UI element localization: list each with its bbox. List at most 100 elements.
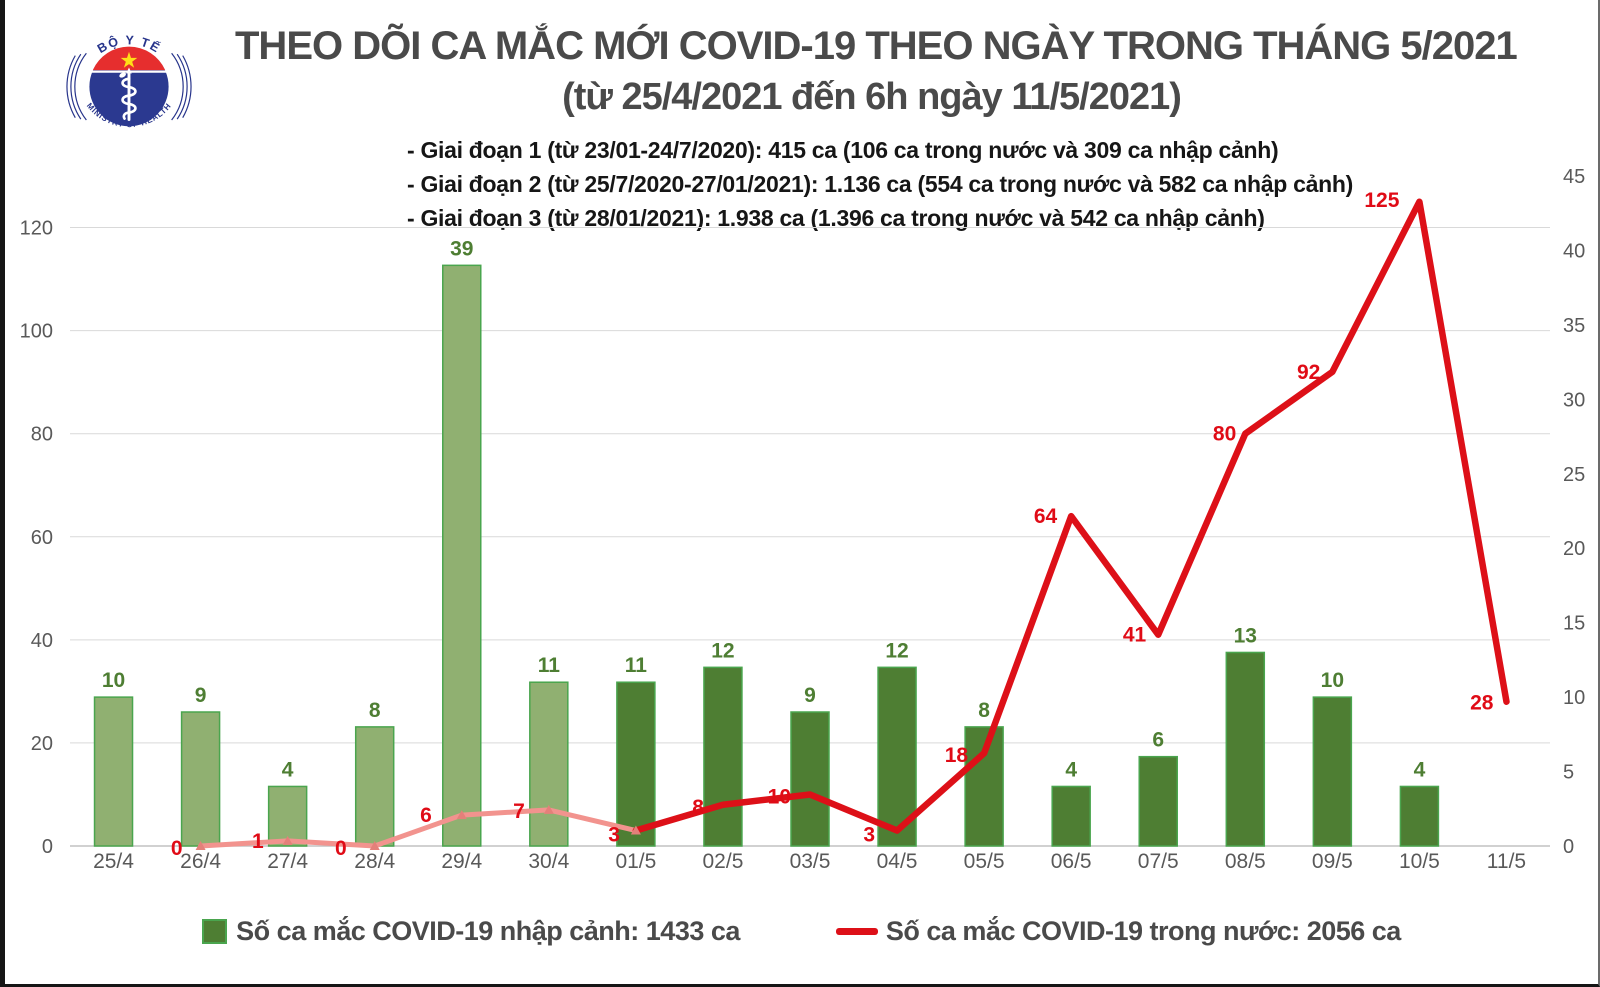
bar-01/5 <box>616 681 656 847</box>
x-axis-label: 10/5 <box>1399 850 1440 873</box>
line-marker <box>195 841 206 850</box>
bar-26/4 <box>180 711 221 847</box>
y-axis-label-left: 100 <box>20 321 53 343</box>
x-axis-label: 07/5 <box>1138 850 1179 873</box>
line-marker <box>456 810 467 820</box>
bar-value-label: 10 <box>102 669 125 692</box>
y-axis-label-right: 15 <box>1563 613 1585 635</box>
bar-value-label: 12 <box>711 639 734 662</box>
legend-label-domestic: Số ca mắc COVID-19 trong nước: 2056 ca <box>885 916 1401 946</box>
legend-item-imported: Số ca mắc COVID-19 nhập cảnh: 1433 ca <box>202 916 740 947</box>
bar-value-label: 9 <box>195 684 207 707</box>
legend-swatch-domestic <box>835 928 878 935</box>
logo-side-arcs-icon <box>66 52 192 121</box>
bar-value-label: 11 <box>538 654 561 677</box>
y-axis-label-right: 25 <box>1563 464 1585 486</box>
bar-06/5 <box>1051 785 1091 847</box>
bar-value-label: 4 <box>1065 758 1077 781</box>
y-axis-label-left: 120 <box>20 218 53 240</box>
line-value-label: 92 <box>1297 361 1320 384</box>
legend-item-domestic: Số ca mắc COVID-19 trong nước: 2056 ca <box>835 916 1401 947</box>
y-axis-label-left: 0 <box>42 836 53 858</box>
legend-swatch-imported <box>202 919 228 944</box>
bar-value-label: 39 <box>450 237 473 260</box>
chart-legend: Số ca mắc COVID-19 nhập cảnh: 1433 ca Số… <box>5 916 1598 947</box>
y-axis-label-left: 40 <box>31 630 53 652</box>
y-axis-label-right: 10 <box>1563 687 1585 709</box>
line-value-label: 1 <box>252 830 264 853</box>
y-axis-label-left: 20 <box>31 733 53 755</box>
legend-label-imported: Số ca mắc COVID-19 nhập cảnh: 1433 ca <box>236 916 740 946</box>
line-value-label: 41 <box>1123 624 1147 647</box>
x-axis-label: 28/4 <box>354 850 395 873</box>
y-axis-label-right: 40 <box>1563 240 1585 262</box>
line-value-label: 64 <box>1034 505 1058 528</box>
line-value-label: 28 <box>1470 692 1494 715</box>
y-axis-label-right: 35 <box>1563 315 1585 337</box>
y-axis-label-right: 5 <box>1563 762 1574 784</box>
case-line-domestic-early <box>198 807 639 849</box>
x-axis-label: 04/5 <box>877 850 918 873</box>
bar-03/5 <box>790 711 830 847</box>
x-axis-label: 11/5 <box>1487 850 1526 873</box>
x-axis-label: 09/5 <box>1312 850 1353 873</box>
x-axis-label: 02/5 <box>703 850 744 873</box>
case-line-domestic <box>632 198 1510 834</box>
line-value-label: 3 <box>608 824 620 847</box>
x-axis-label: 01/5 <box>615 850 656 873</box>
line-value-label: 6 <box>420 804 432 827</box>
y-axis-label-right: 45 <box>1563 166 1585 188</box>
phase-line-2: - Giai đoạn 2 (từ 25/7/2020-27/01/2021):… <box>407 171 1353 197</box>
moh-logo-svg: BỘ Y TẾ MINISTRY OF HEALTH <box>66 33 192 129</box>
bar-value-label: 11 <box>625 654 648 677</box>
x-axis-label: 08/5 <box>1225 850 1266 873</box>
bar-30/4 <box>529 681 569 847</box>
x-axis-label: 30/4 <box>528 850 569 873</box>
phase-annotations: - Giai đoạn 1 (từ 23/01-24/7/2020): 415 … <box>407 133 1353 235</box>
x-axis-label: 26/4 <box>180 850 221 873</box>
line-marker <box>543 804 554 814</box>
y-axis-label-right: 30 <box>1563 389 1585 411</box>
line-value-label: 18 <box>945 744 969 767</box>
line-value-label: 3 <box>863 824 875 847</box>
y-axis-label-left: 80 <box>31 424 53 446</box>
y-axis-label-left: 60 <box>31 527 53 549</box>
line-marker <box>369 841 380 850</box>
phase-line-1: - Giai đoạn 1 (từ 23/01-24/7/2020): 415 … <box>407 137 1279 163</box>
y-axis-label-right: 0 <box>1563 836 1574 858</box>
bar-value-label: 13 <box>1234 624 1257 647</box>
ministry-of-health-logo: BỘ Y TẾ MINISTRY OF HEALTH <box>63 18 195 150</box>
bar-09/5 <box>1312 696 1353 847</box>
line-value-label: 0 <box>171 837 183 860</box>
x-axis-label: 06/5 <box>1051 850 1092 873</box>
bar-value-label: 8 <box>369 699 381 722</box>
bar-25/4 <box>93 696 134 847</box>
bar-value-label: 4 <box>1414 758 1426 781</box>
x-axis-label: 03/5 <box>790 850 831 873</box>
x-axis-label: 05/5 <box>964 850 1005 873</box>
bar-10/5 <box>1399 785 1440 847</box>
bar-value-label: 12 <box>885 639 908 662</box>
x-axis-label: 29/4 <box>441 850 482 873</box>
page-subtitle: (từ 25/4/2021 đến 6h ngày 11/5/2021) <box>562 76 1182 118</box>
combo-chart: 10 9 4 8 39 11 11 12 9 1 28 4 6 13 10 40 1 0 6 7 3 8 10 3 18 64 41… <box>20 166 1586 873</box>
phase-line-3: - Giai đoạn 3 (từ 28/01/2021): 1.938 ca … <box>407 205 1265 231</box>
line-value-label: 0 <box>335 837 347 860</box>
x-axis-label: 25/4 <box>93 850 134 873</box>
logo-star-icon <box>120 51 138 68</box>
bar-value-label: 9 <box>804 684 816 707</box>
bar-28/4 <box>354 726 395 847</box>
x-axis-label: 27/4 <box>267 850 308 873</box>
line-value-label: 10 <box>768 785 791 808</box>
line-value-label: 125 <box>1364 189 1399 212</box>
line-value-label: 8 <box>692 796 704 819</box>
bar-value-label: 10 <box>1321 669 1344 692</box>
bar-value-label: 6 <box>1152 729 1164 752</box>
bar-07/5 <box>1138 755 1178 847</box>
bar-08/5 <box>1225 651 1266 847</box>
bar-29/4 <box>442 264 482 847</box>
line-value-label: 80 <box>1213 423 1236 446</box>
line-value-label: 7 <box>513 800 525 823</box>
y-axis-label-right: 20 <box>1563 538 1585 560</box>
